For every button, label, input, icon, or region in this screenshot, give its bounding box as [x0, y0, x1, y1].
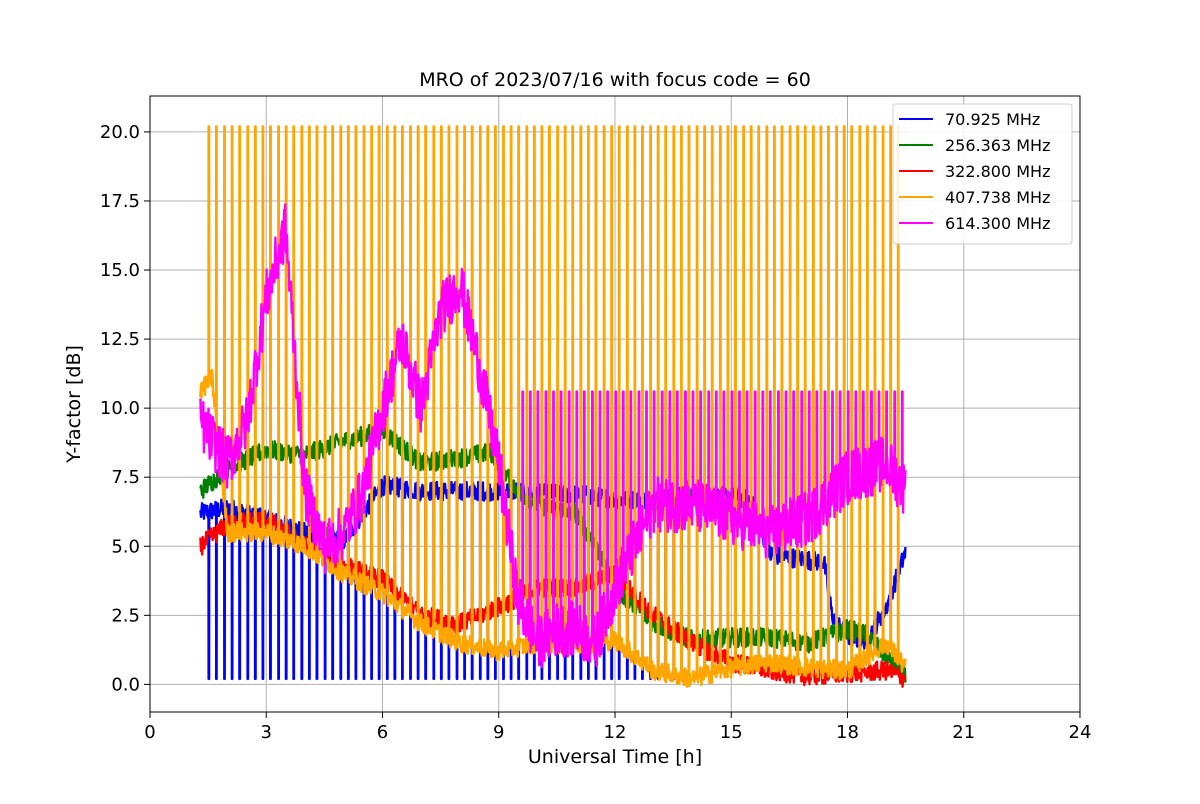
axis-ticks: 0 3 6 9 12 15 18 21 24 0.0 2.5 5.0 7.5 10.0 12.5 15.0 17…	[100, 122, 1092, 743]
legend: 70.925 MHz 256.363 MHz 322.800 MHz 407.738 …	[892, 103, 1073, 245]
y-axis-label: Y-factor [dB]	[63, 345, 85, 464]
legend-label: 322.800 MHz	[945, 162, 1050, 181]
x-tick-label: 15	[720, 722, 743, 743]
x-tick-label: 0	[144, 722, 155, 743]
y-tick-label: 10.0	[100, 398, 140, 419]
x-tick-label: 12	[604, 722, 627, 743]
legend-label: 70.925 MHz	[945, 110, 1040, 129]
legend-label: 614.300 MHz	[945, 214, 1050, 233]
y-tick-label: 7.5	[111, 467, 140, 488]
legend-box	[892, 103, 1073, 245]
x-tick-label: 9	[493, 722, 504, 743]
y-tick-label: 12.5	[100, 329, 140, 350]
x-tick-label: 3	[261, 722, 272, 743]
y-tick-label: 20.0	[100, 122, 140, 143]
y-tick-label: 0.0	[111, 674, 140, 695]
legend-label: 407.738 MHz	[945, 188, 1050, 207]
x-tick-label: 24	[1069, 722, 1092, 743]
y-tick-label: 2.5	[111, 605, 140, 626]
x-axis-label: Universal Time [h]	[528, 746, 702, 768]
x-tick-label: 18	[836, 722, 859, 743]
x-tick-label: 21	[952, 722, 975, 743]
x-tick-label: 6	[377, 722, 388, 743]
y-tick-label: 17.5	[100, 191, 140, 212]
chart-title: MRO of 2023/07/16 with focus code = 60	[419, 69, 811, 91]
series-line	[199, 203, 907, 669]
y-tick-label: 5.0	[111, 536, 140, 557]
legend-label: 256.363 MHz	[945, 136, 1050, 155]
series-lines	[199, 125, 907, 688]
y-tick-label: 15.0	[100, 260, 140, 281]
